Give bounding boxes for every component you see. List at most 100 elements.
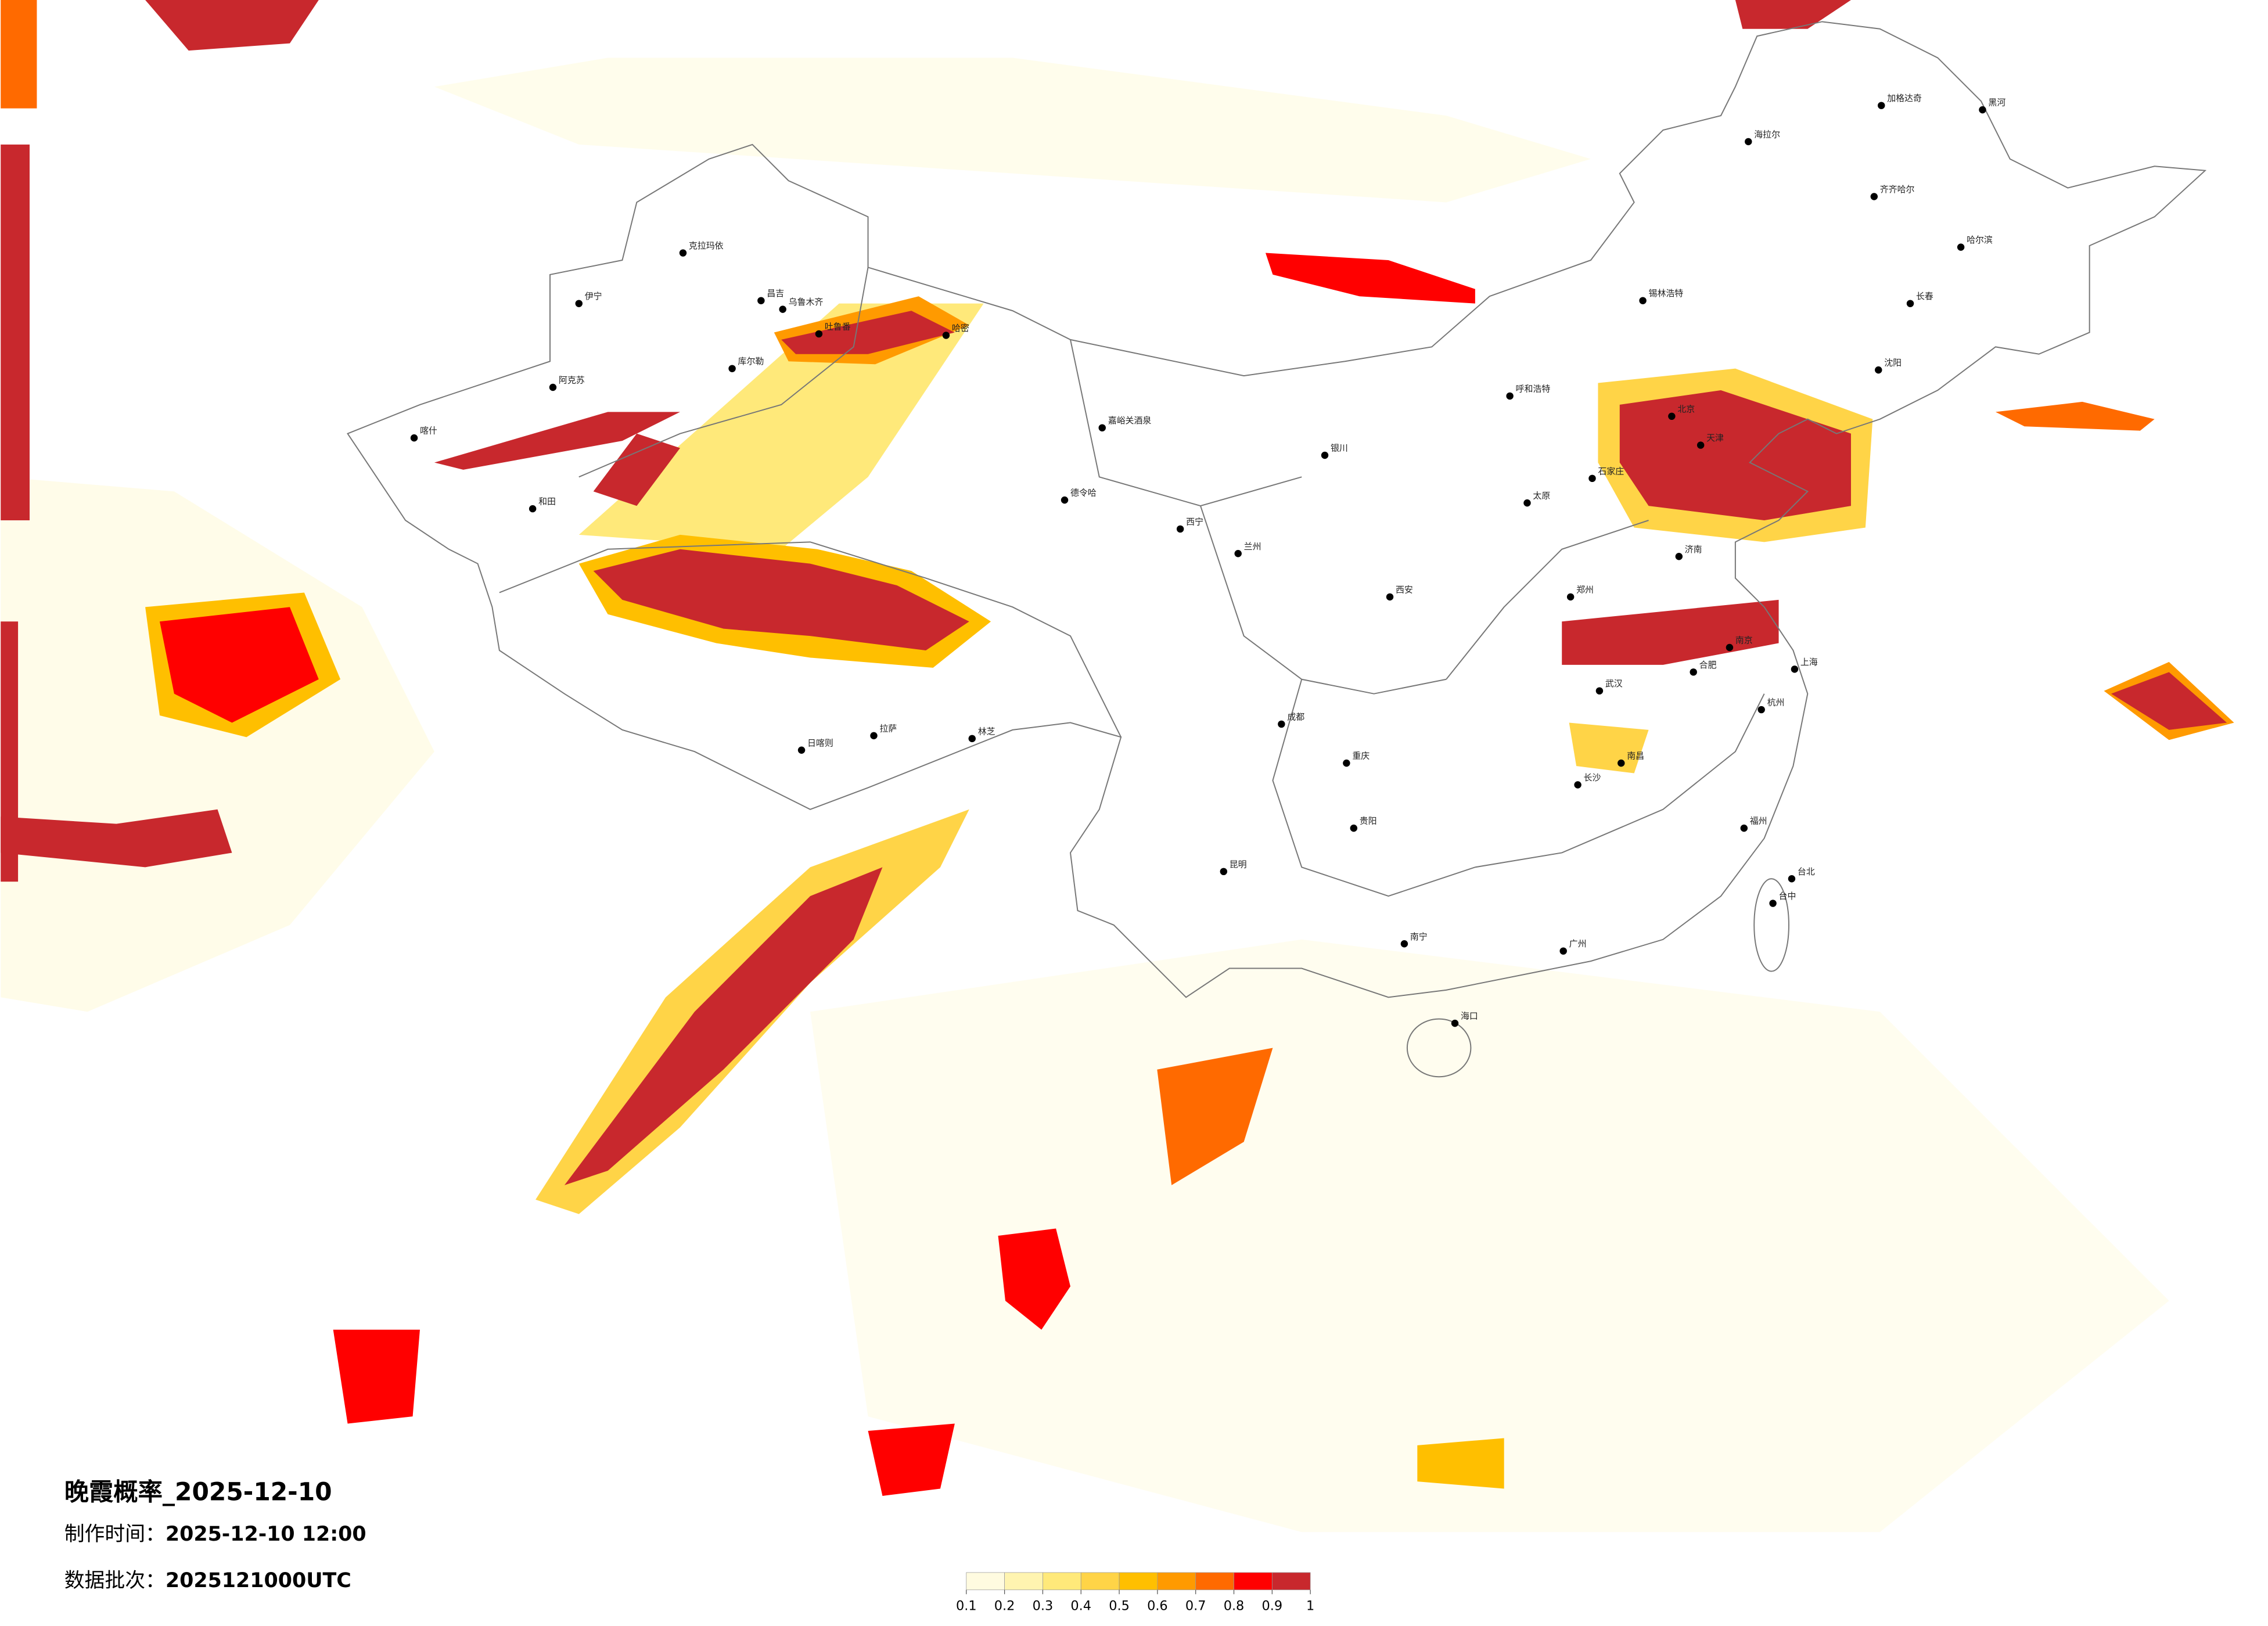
city-dot: [1769, 900, 1777, 907]
city-label: 兰州: [1244, 541, 1261, 552]
city-dot: [1321, 451, 1329, 459]
colorbar-tick-label: 0.8: [1224, 1599, 1245, 1614]
city-dot: [1668, 412, 1676, 420]
city-label: 嘉峪关酒泉: [1108, 415, 1152, 426]
city-dot: [1098, 424, 1106, 431]
city-label: 拉萨: [879, 723, 897, 733]
heat-patches: [1, 0, 2234, 1533]
city-label: 福州: [1750, 816, 1767, 826]
city-label: 库尔勒: [738, 356, 764, 366]
city-label: 南昌: [1627, 751, 1644, 761]
city-label: 海拉尔: [1754, 129, 1780, 139]
city-dot: [1675, 553, 1683, 560]
city-label: 广州: [1569, 938, 1587, 949]
colorbar-tick-label: 0.2: [994, 1599, 1015, 1614]
city-label: 沈阳: [1884, 358, 1902, 368]
city-label: 合肥: [1699, 660, 1717, 670]
colorbar-tick-label: 0.5: [1109, 1599, 1130, 1614]
city-dot: [1740, 824, 1748, 832]
colorbar-tick-label: 1: [1306, 1599, 1314, 1614]
city-dot: [1618, 759, 1625, 767]
city-dot: [1745, 138, 1752, 146]
colorbar-swatch: [1043, 1572, 1081, 1591]
city-label: 哈密: [952, 323, 969, 333]
city-label: 锡林浩特: [1649, 288, 1684, 298]
city-label: 加格达奇: [1887, 93, 1922, 103]
city-label: 上海: [1800, 657, 1818, 667]
city-label: 南京: [1735, 635, 1753, 646]
city-label: 日喀则: [807, 738, 833, 748]
city-label: 哈尔滨: [1967, 235, 1993, 245]
batch-value: 2025121000UTC: [166, 1569, 351, 1592]
city-dot: [1559, 947, 1567, 955]
city-label: 长春: [1916, 291, 1933, 301]
city-label: 昌吉: [767, 288, 784, 298]
city-dot: [549, 383, 557, 391]
city-dot: [1757, 706, 1765, 714]
city-label: 贵阳: [1360, 816, 1377, 826]
city-label: 济南: [1685, 544, 1702, 555]
city-label: 郑州: [1576, 584, 1594, 595]
city-label: 台中: [1779, 891, 1796, 901]
city-dot: [1639, 297, 1647, 304]
city-label: 昆明: [1230, 859, 1247, 869]
colorbar-tick-label: 0.3: [1033, 1599, 1054, 1614]
city-dot: [1595, 687, 1604, 695]
city-dot: [1176, 525, 1184, 533]
batch: 数据批次：2025121000UTC: [64, 1569, 351, 1592]
city-label: 阿克苏: [559, 375, 585, 386]
colorbar-swatch: [1234, 1572, 1273, 1591]
city-label: 南宁: [1410, 931, 1428, 942]
city-dot: [1350, 824, 1358, 832]
city-dot: [1878, 102, 1885, 109]
city-label: 北京: [1677, 404, 1695, 414]
city-dot: [1690, 668, 1697, 676]
city-label: 长沙: [1584, 772, 1601, 783]
city-label: 吐鲁番: [825, 321, 851, 332]
city-label: 武汉: [1605, 678, 1623, 689]
colorbar-swatch: [966, 1572, 1005, 1591]
made-time: 制作时间：2025-12-10 12:00: [64, 1523, 366, 1546]
city-label: 呼和浩特: [1516, 383, 1551, 394]
city-label: 西安: [1396, 584, 1413, 595]
city-label: 林芝: [978, 726, 995, 736]
city-dot: [1386, 593, 1394, 601]
city-dot: [870, 732, 878, 740]
city-dot: [1234, 550, 1242, 557]
city-label: 伊宁: [585, 291, 602, 301]
colorbar-tick-label: 0.6: [1147, 1599, 1168, 1614]
city-label: 台北: [1798, 866, 1815, 877]
colorbar-swatch: [1195, 1572, 1234, 1591]
colorbar-swatch: [1004, 1572, 1043, 1591]
city-dot: [1506, 392, 1514, 400]
city-dot: [575, 300, 583, 307]
city-dot: [1523, 499, 1531, 507]
city-dot: [1906, 300, 1914, 307]
colorbar-swatch: [1157, 1572, 1196, 1591]
city-dot: [779, 305, 786, 313]
city-label: 德令哈: [1070, 488, 1097, 498]
city-label: 克拉玛依: [689, 240, 724, 251]
city-dot: [1278, 720, 1285, 728]
city-label: 黑河: [1988, 98, 2005, 108]
title: 晚霞概率_2025-12-10: [64, 1477, 332, 1506]
city-dot: [1870, 193, 1878, 200]
city-dot: [757, 297, 765, 304]
made-label: 制作时间：: [64, 1523, 166, 1546]
city-label: 海口: [1461, 1011, 1478, 1021]
colorbar-tick-label: 0.4: [1070, 1599, 1091, 1614]
borders: [347, 21, 2207, 1078]
city-dot: [1574, 781, 1582, 789]
city-dot: [942, 332, 950, 339]
colorbar-swatch: [1119, 1572, 1158, 1591]
city-dot: [1791, 665, 1799, 673]
city-dot: [1220, 868, 1228, 876]
city-dot: [679, 249, 687, 257]
city-dot: [815, 330, 823, 338]
city-dot: [1451, 1019, 1459, 1027]
city-label: 和田: [538, 497, 556, 507]
colorbar-tick-label: 0.7: [1185, 1599, 1206, 1614]
city-dot: [1957, 243, 1965, 251]
